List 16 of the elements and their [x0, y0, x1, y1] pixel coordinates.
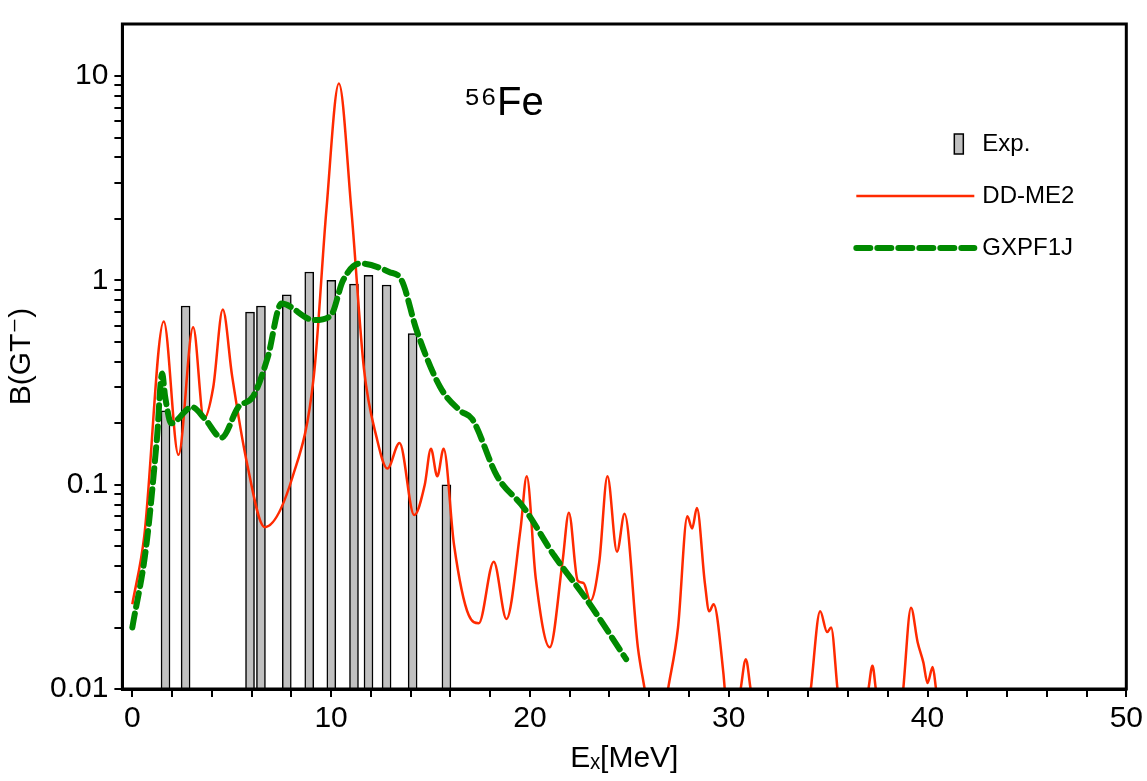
x-axis-title: Eₓ[MeV] — [570, 740, 679, 774]
legend-label: Exp. — [982, 128, 1031, 156]
y-tick-label: 10 — [75, 57, 109, 91]
x-tick-label: 30 — [712, 700, 746, 734]
x-tick-label: 10 — [314, 700, 348, 734]
y-tick-label: 0.01 — [50, 670, 109, 704]
y-tick-label: 0.1 — [66, 465, 109, 499]
legend-label: DD-ME2 — [982, 180, 1075, 208]
x-tick-label: 50 — [1109, 700, 1143, 734]
x-tick-label: 40 — [910, 700, 945, 734]
y-tick-label: 1 — [91, 261, 109, 295]
text: ⁵⁶Fe — [464, 79, 544, 124]
legend-label: GXPF1J — [982, 232, 1074, 260]
x-tick-label: 20 — [513, 700, 547, 734]
y-axis-title: B(GT⁻) — [3, 307, 37, 406]
x-tick-label: 0 — [123, 700, 141, 734]
